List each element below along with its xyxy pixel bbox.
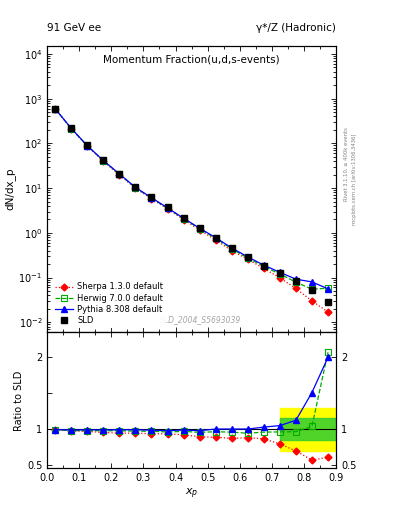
SLD <box>101 157 106 163</box>
SLD <box>213 234 218 241</box>
Line: Sherpa 1.3.0 default: Sherpa 1.3.0 default <box>53 106 331 314</box>
Pythia 8.308 default <box>245 254 250 260</box>
SLD <box>53 105 57 112</box>
Sherpa 1.3.0 default <box>326 309 331 315</box>
Sherpa 1.3.0 default <box>165 206 170 212</box>
Herwig 7.0.0 default <box>277 271 282 277</box>
Line: Herwig 7.0.0 default: Herwig 7.0.0 default <box>52 106 331 292</box>
SLD <box>133 184 138 190</box>
Text: SLD_2004_S5693039: SLD_2004_S5693039 <box>160 315 241 324</box>
Sherpa 1.3.0 default <box>230 248 234 254</box>
Sherpa 1.3.0 default <box>85 143 90 149</box>
Pythia 8.308 default <box>69 125 73 132</box>
Herwig 7.0.0 default <box>149 195 154 201</box>
Legend: Sherpa 1.3.0 default, Herwig 7.0.0 default, Pythia 8.308 default, SLD: Sherpa 1.3.0 default, Herwig 7.0.0 defau… <box>51 279 167 328</box>
Sherpa 1.3.0 default <box>213 237 218 243</box>
Sherpa 1.3.0 default <box>245 257 250 263</box>
SLD <box>181 215 186 221</box>
Pythia 8.308 default <box>277 269 282 275</box>
Herwig 7.0.0 default <box>245 255 250 261</box>
Line: Pythia 8.308 default: Pythia 8.308 default <box>52 106 331 292</box>
Herwig 7.0.0 default <box>69 125 73 132</box>
Pythia 8.308 default <box>213 234 218 241</box>
Pythia 8.308 default <box>261 262 266 268</box>
Herwig 7.0.0 default <box>294 279 298 285</box>
SLD <box>85 142 90 148</box>
SLD <box>245 254 250 260</box>
Pythia 8.308 default <box>294 276 298 282</box>
Pythia 8.308 default <box>53 105 57 112</box>
SLD <box>197 225 202 231</box>
Sherpa 1.3.0 default <box>69 125 73 132</box>
Sherpa 1.3.0 default <box>310 298 314 304</box>
Sherpa 1.3.0 default <box>181 217 186 223</box>
Sherpa 1.3.0 default <box>117 172 122 178</box>
SLD <box>165 204 170 210</box>
SLD <box>277 270 282 276</box>
Sherpa 1.3.0 default <box>53 105 57 112</box>
Herwig 7.0.0 default <box>261 263 266 269</box>
Pythia 8.308 default <box>101 157 106 163</box>
Herwig 7.0.0 default <box>213 236 218 242</box>
Herwig 7.0.0 default <box>326 285 331 291</box>
Text: Momentum Fraction(u,d,s-events): Momentum Fraction(u,d,s-events) <box>103 55 280 65</box>
Sherpa 1.3.0 default <box>133 185 138 191</box>
Pythia 8.308 default <box>165 205 170 211</box>
Pythia 8.308 default <box>230 245 234 251</box>
Pythia 8.308 default <box>310 279 314 285</box>
Herwig 7.0.0 default <box>310 286 314 292</box>
Pythia 8.308 default <box>117 171 122 177</box>
Pythia 8.308 default <box>149 195 154 201</box>
Text: 91 GeV ee: 91 GeV ee <box>47 23 101 33</box>
Y-axis label: Ratio to SLD: Ratio to SLD <box>14 370 24 431</box>
Herwig 7.0.0 default <box>230 246 234 252</box>
SLD <box>310 287 314 293</box>
Sherpa 1.3.0 default <box>149 196 154 202</box>
Herwig 7.0.0 default <box>181 216 186 222</box>
SLD <box>69 125 73 131</box>
Herwig 7.0.0 default <box>85 143 90 149</box>
Text: Rivet 3.1.10, ≥ 400k events: Rivet 3.1.10, ≥ 400k events <box>344 127 349 201</box>
Pythia 8.308 default <box>197 225 202 231</box>
Herwig 7.0.0 default <box>197 226 202 232</box>
Sherpa 1.3.0 default <box>277 275 282 281</box>
Pythia 8.308 default <box>181 215 186 221</box>
Y-axis label: dN/dx_p: dN/dx_p <box>5 168 16 210</box>
SLD <box>230 245 234 251</box>
Pythia 8.308 default <box>85 143 90 149</box>
SLD <box>326 299 331 305</box>
Text: γ*/Z (Hadronic): γ*/Z (Hadronic) <box>256 23 336 33</box>
Pythia 8.308 default <box>133 184 138 190</box>
Line: SLD: SLD <box>52 106 331 305</box>
SLD <box>261 263 266 269</box>
Herwig 7.0.0 default <box>101 158 106 164</box>
X-axis label: $x_p$: $x_p$ <box>185 486 198 501</box>
SLD <box>149 195 154 201</box>
Herwig 7.0.0 default <box>53 105 57 112</box>
Sherpa 1.3.0 default <box>261 265 266 271</box>
Sherpa 1.3.0 default <box>101 158 106 164</box>
Text: mcplots.cern.ch [arXiv:1306.3436]: mcplots.cern.ch [arXiv:1306.3436] <box>352 134 357 225</box>
Herwig 7.0.0 default <box>117 171 122 177</box>
Herwig 7.0.0 default <box>165 205 170 211</box>
Pythia 8.308 default <box>326 286 331 292</box>
SLD <box>294 279 298 285</box>
Sherpa 1.3.0 default <box>197 227 202 233</box>
Sherpa 1.3.0 default <box>294 285 298 291</box>
SLD <box>117 170 122 177</box>
Herwig 7.0.0 default <box>133 185 138 191</box>
